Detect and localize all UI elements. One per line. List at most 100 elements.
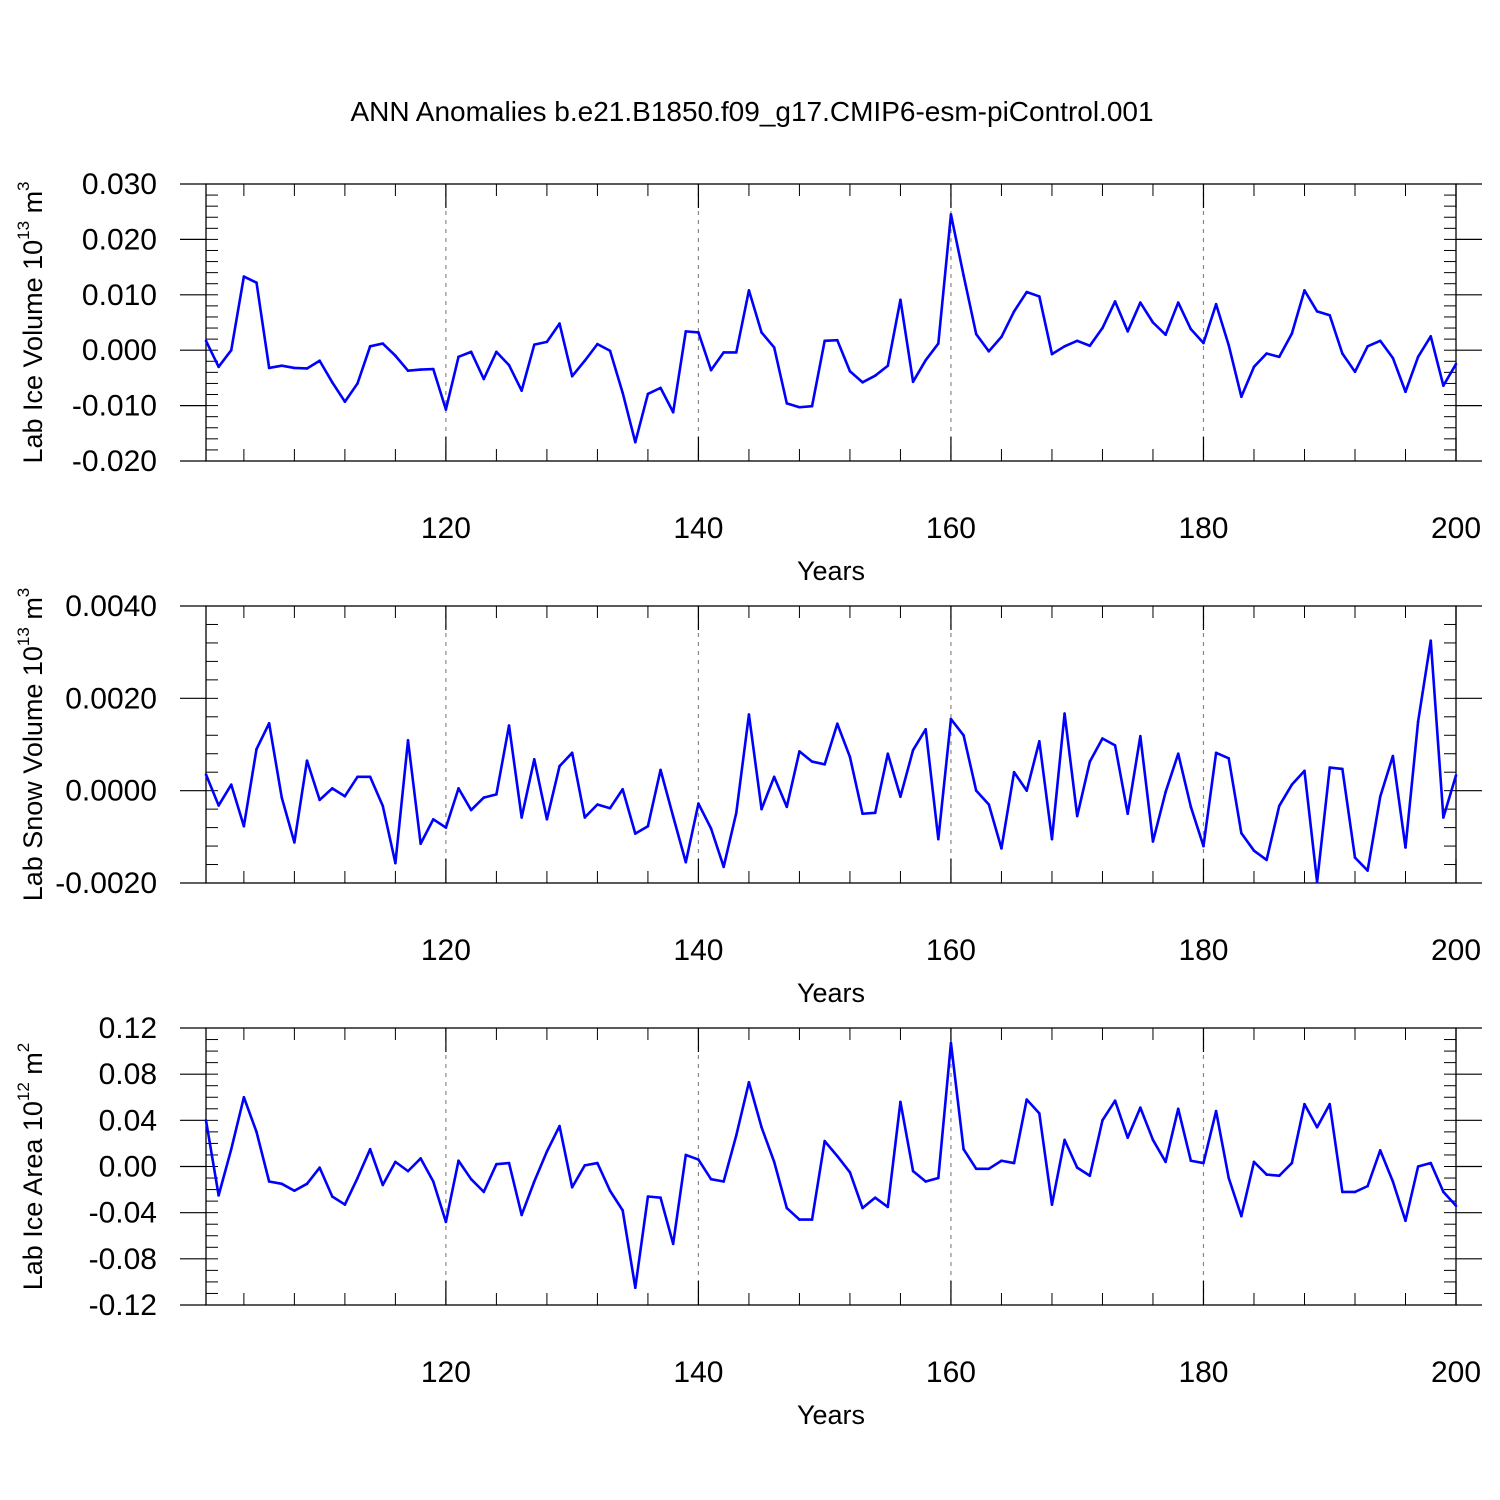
data-point: [520, 389, 523, 392]
data-point: [305, 367, 309, 370]
data-point: [671, 1242, 675, 1246]
data-point: [1164, 790, 1167, 794]
x-tick-label: 120: [421, 934, 471, 967]
data-point: [633, 1286, 637, 1289]
data-point: [810, 404, 814, 408]
data-point: [267, 721, 271, 725]
data-point: [1075, 1166, 1079, 1169]
data-point: [406, 1169, 410, 1173]
data-point: [621, 391, 624, 395]
data-point: [1315, 310, 1319, 313]
data-point: [633, 832, 637, 835]
data-point: [1366, 1184, 1369, 1188]
data-point: [1454, 774, 1458, 777]
data-point: [1063, 1138, 1066, 1142]
y-tick-label: 0.12: [99, 1012, 157, 1045]
data-point: [1025, 789, 1029, 792]
data-point: [368, 345, 372, 348]
data-point: [646, 392, 650, 396]
data-point: [1101, 1119, 1104, 1122]
data-point: [293, 1189, 296, 1193]
x-tick-label: 160: [926, 1356, 976, 1389]
data-point: [697, 1158, 700, 1161]
data-point: [1151, 321, 1155, 324]
data-point: [886, 752, 890, 756]
data-point: [1063, 345, 1066, 348]
data-point: [280, 364, 284, 368]
data-point: [1353, 370, 1357, 374]
data-point: [520, 1213, 523, 1217]
data-point: [1202, 844, 1205, 848]
data-point: [873, 811, 877, 815]
data-point: [217, 804, 220, 807]
data-point: [242, 824, 246, 828]
data-point: [318, 1166, 321, 1169]
data-point: [974, 789, 978, 792]
data-point: [1240, 1214, 1243, 1218]
data-point: [1151, 840, 1155, 843]
data-point: [747, 1080, 751, 1084]
data-point: [709, 1177, 713, 1181]
y-tick-label: 0.00: [99, 1151, 157, 1184]
data-point: [722, 351, 725, 354]
data-point: [394, 861, 397, 865]
data-point: [949, 717, 953, 721]
series-line: [204, 639, 1458, 884]
chart-panels: 0.030 0.020 0.010 0.000 -0.010 -0.020 120 140 16…: [14, 168, 1482, 1430]
y-axis-label-unit-exponent: 3: [14, 588, 33, 597]
data-point: [545, 340, 549, 344]
data-point: [330, 1195, 334, 1198]
data-point: [394, 1160, 397, 1164]
data-point: [1176, 301, 1180, 304]
data-point: [1366, 345, 1369, 348]
data-point: [962, 1147, 965, 1151]
y-tick-label: -0.08: [89, 1243, 157, 1276]
data-point: [659, 768, 662, 772]
data-point: [1227, 1176, 1231, 1180]
chart-panel-2: 0.0040 0.0020 0.0000 -0.0020 120 140 160 180 200…: [14, 588, 1482, 1008]
data-point: [1139, 734, 1142, 738]
y-axis-label-text: Lab Snow Volume 10: [18, 646, 48, 901]
data-point: [495, 793, 498, 796]
data-point: [760, 331, 763, 334]
data-point: [280, 796, 284, 799]
data-point: [798, 750, 801, 753]
data-point: [1151, 1138, 1155, 1142]
data-point: [1202, 1161, 1205, 1165]
data-point: [911, 1169, 915, 1173]
data-point: [911, 380, 915, 384]
data-point: [987, 1167, 991, 1171]
data-point: [368, 775, 372, 779]
y-tick-label: 0.0000: [65, 775, 157, 808]
data-point: [330, 381, 334, 384]
data-point: [356, 1176, 359, 1180]
data-point: [987, 350, 991, 353]
x-axis-label: Years: [797, 556, 865, 586]
data-point: [305, 1182, 309, 1186]
y-axis-label-unit-exponent: 2: [14, 1043, 33, 1052]
data-point: [785, 1206, 789, 1210]
data-point: [217, 365, 220, 369]
data-point: [305, 759, 309, 762]
y-axis-label-unit: m: [18, 191, 48, 221]
y-axis-label-exponent: 12: [14, 1082, 33, 1101]
data-point: [1404, 390, 1407, 394]
data-point: [583, 1164, 587, 1167]
data-point: [886, 364, 890, 368]
data-point: [394, 354, 397, 358]
data-point: [280, 1182, 284, 1186]
data-point: [735, 1134, 738, 1137]
data-point: [709, 368, 713, 372]
data-point: [1038, 295, 1041, 298]
data-point: [356, 382, 359, 385]
data-point: [1126, 1136, 1130, 1139]
data-point: [911, 748, 915, 752]
data-point: [823, 339, 826, 343]
data-point: [785, 402, 789, 405]
data-point: [1164, 1160, 1167, 1164]
x-tick-label: 140: [673, 934, 723, 967]
data-point: [722, 1180, 725, 1183]
data-point: [1442, 384, 1445, 387]
data-point: [1038, 739, 1041, 743]
